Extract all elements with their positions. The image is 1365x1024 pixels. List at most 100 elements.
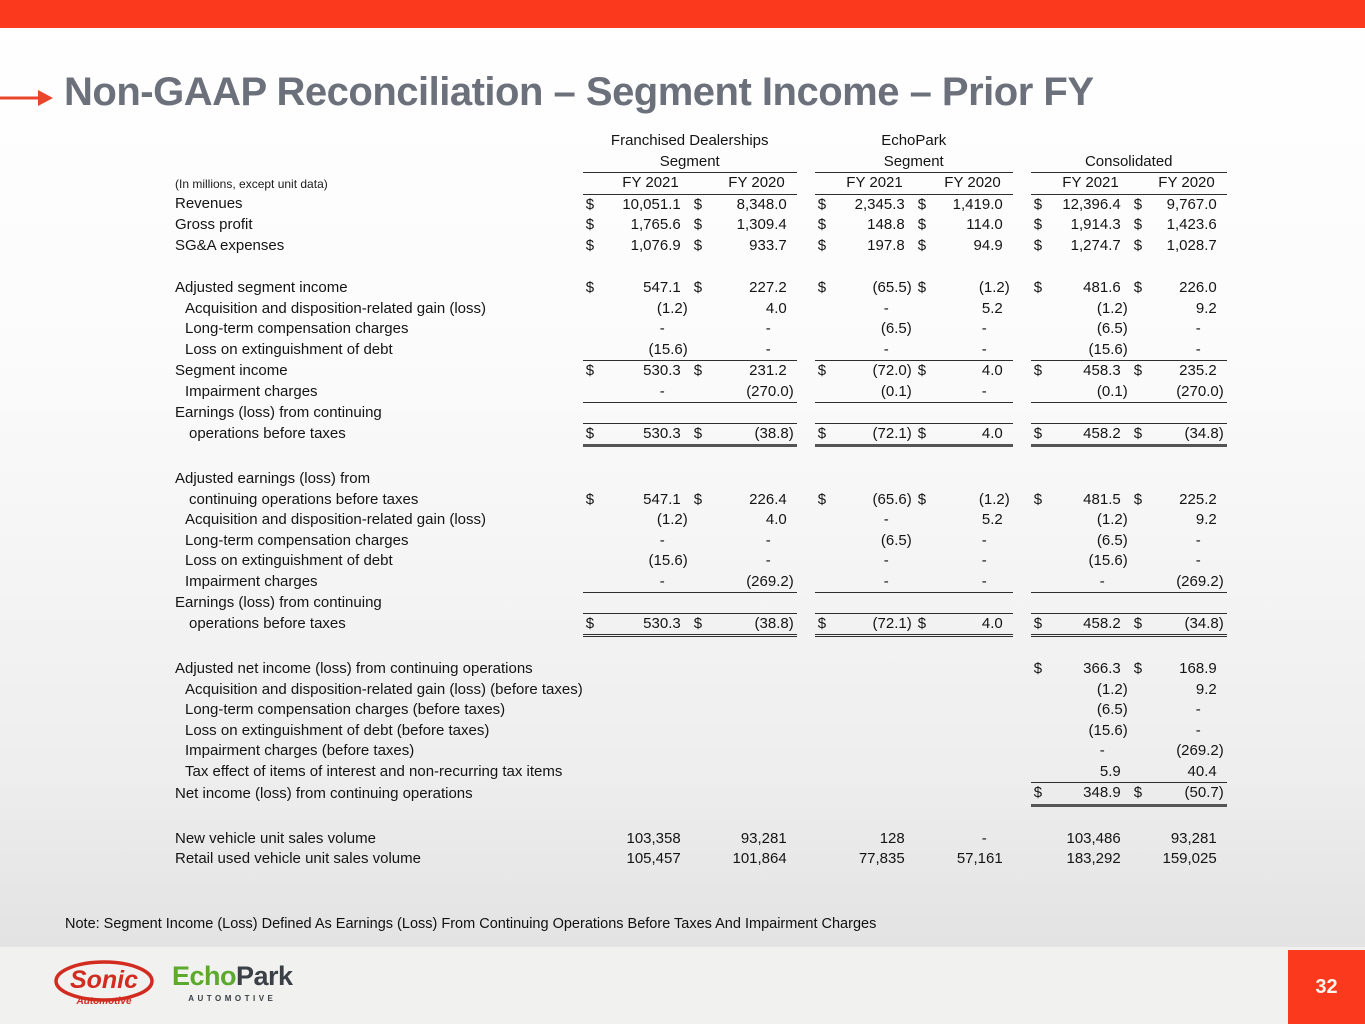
table-cell: 547.1 [643, 279, 681, 296]
table-cell [1031, 829, 1053, 850]
table-cell [583, 551, 605, 572]
table-cell [175, 636, 1227, 660]
table-cell: $ [1033, 660, 1043, 677]
table-cell: (1.2) [978, 490, 1010, 508]
table-cell: EchoPark [881, 132, 947, 149]
table-cell: 159,025 [1162, 850, 1217, 867]
table-cell: 93,281 [740, 829, 787, 847]
table-cell [1013, 680, 1031, 701]
table-cell: 8,348.0 [736, 195, 787, 213]
table-cell [175, 152, 583, 173]
table-row: Segment income $530.3 $231.2 $ (72.0) $4.0 $45… [175, 361, 1227, 382]
echopark-logo-subtext: AUTOMOTIVE [188, 994, 277, 1003]
table-cell [797, 236, 815, 257]
table-row: Adjusted earnings (loss) from [175, 469, 1227, 490]
table-cell [583, 469, 1227, 490]
table-cell: (1.2) [1096, 299, 1128, 317]
table-cell [797, 173, 815, 195]
table-cell: - [1195, 320, 1201, 337]
table-cell [1031, 299, 1053, 320]
table-cell [1013, 572, 1031, 593]
table-cell: $ [1133, 195, 1143, 213]
table-row: Earnings (loss) from continuing [175, 593, 1227, 614]
table-cell: - [659, 531, 665, 549]
table-cell: Acquisition and disposition-related gain… [185, 680, 583, 698]
table-cell [715, 680, 797, 701]
table-cell: $ [817, 216, 827, 233]
table-cell [837, 783, 915, 806]
table-cell: (15.6) [648, 552, 688, 569]
table-cell [797, 340, 815, 361]
table-cell [837, 741, 915, 762]
table-cell [939, 741, 1013, 762]
table-cell [583, 593, 1227, 614]
table-cell: - [938, 381, 1013, 403]
table-cell [1013, 361, 1031, 382]
table-row: operations before taxes $530.3 $ (38.8) $ (72… [175, 422, 1227, 447]
table-row: Adjusted net income (loss) from continui… [175, 659, 1227, 680]
table-cell: - [883, 511, 889, 528]
table-cell: (72.0) [872, 362, 912, 379]
table-cell [1130, 761, 1155, 783]
table-cell: FY 2020 [914, 172, 1013, 195]
table-cell: - [765, 552, 771, 569]
table-cell [1013, 700, 1031, 721]
table-cell: 1,914.3 [1070, 216, 1121, 233]
table-cell: $ [693, 362, 703, 379]
table-cell [815, 783, 837, 806]
table-cell [1131, 319, 1155, 340]
non-gaap-reconciliation-table: Franchised Dealerships EchoPark Segment Seg… [175, 131, 1227, 870]
table-cell [915, 659, 939, 680]
table-cell [583, 783, 605, 806]
table-cell [939, 680, 1013, 701]
table-cell: 547.1 [643, 490, 681, 508]
table-cell: $ [585, 490, 595, 508]
table-cell [691, 849, 715, 870]
table-cell [1030, 381, 1053, 403]
table-cell [691, 829, 715, 850]
table-cell: $ [914, 612, 939, 637]
table-cell: (270.0) [714, 381, 797, 403]
table-cell [691, 700, 715, 721]
table-cell [797, 194, 815, 215]
footnote: Note: Segment Income (Loss) Defined As E… [65, 916, 877, 932]
table-cell [797, 131, 815, 152]
table-cell: - [981, 531, 987, 549]
table-cell: 530.3 [604, 422, 691, 447]
table-cell [175, 446, 1227, 470]
table-spacer-row [175, 805, 1227, 829]
table-cell [1013, 382, 1031, 403]
table-cell: 458.2 [1052, 422, 1131, 447]
table-cell [915, 551, 939, 572]
table-cell [691, 319, 715, 340]
table-cell [837, 762, 915, 783]
table-row: New vehicle unit sales volume 103,358 93,2… [175, 829, 1227, 850]
table-cell: $ [1133, 490, 1143, 508]
table-row: operations before taxes $530.3 $ (38.8) $ (72… [175, 612, 1227, 637]
table-cell: $ [817, 490, 827, 508]
table-cell [915, 680, 939, 701]
table-cell [837, 680, 915, 701]
table-cell [175, 805, 1227, 829]
table-cell: 103,486 [1066, 829, 1121, 847]
table-cell: 4.0 [765, 299, 787, 317]
table-row: Loss on extinguishment of debt (15.6) - - - (… [175, 339, 1227, 361]
table-cell [797, 531, 815, 552]
table-cell: - [1195, 531, 1201, 549]
table-cell: 4.0 [981, 362, 1003, 379]
table-cell [797, 382, 815, 403]
table-cell: 4.0 [938, 612, 1013, 637]
table-cell: Adjusted earnings (loss) from [175, 470, 371, 487]
table-cell [915, 700, 939, 721]
table-cell [1013, 613, 1031, 636]
table-cell: Long-term compensation charges [185, 320, 409, 337]
table-cell [583, 762, 605, 783]
table-cell [915, 829, 939, 850]
table-cell [1131, 849, 1155, 870]
table-cell [1013, 131, 1031, 152]
table-header-row: Franchised Dealerships EchoPark [175, 131, 1227, 152]
table-cell: Earnings (loss) from continuing [175, 593, 382, 611]
table-cell [797, 783, 815, 806]
table-cell: Revenues [175, 195, 243, 213]
table-cell: (6.5) [1096, 531, 1128, 549]
